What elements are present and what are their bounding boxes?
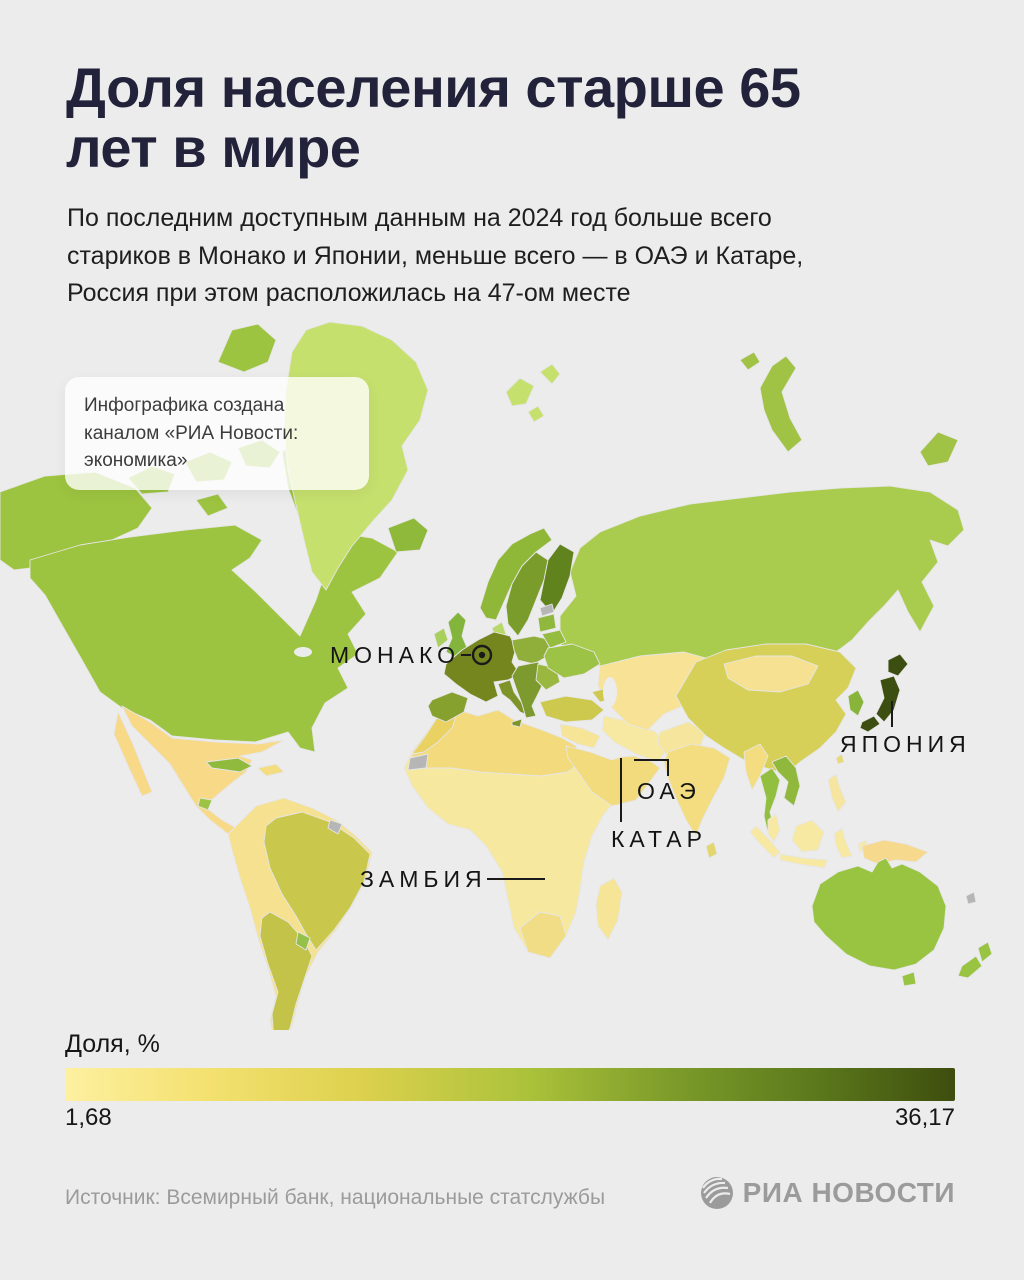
map-callout-uae-line	[634, 759, 669, 776]
map-label-uae: ОАЭ	[637, 778, 701, 804]
legend-title: Доля, %	[65, 1030, 160, 1058]
logo-text: РИА НОВОСТИ	[742, 1177, 955, 1208]
map-region-ireland	[433, 627, 449, 649]
world-map	[0, 321, 993, 1030]
map-seas	[294, 647, 617, 707]
map-region-ukraine	[543, 643, 601, 679]
map-region-taiwan	[835, 753, 845, 765]
map-region-finland	[539, 543, 575, 615]
map-region-sumatra	[749, 825, 781, 859]
map-region-hispaniola	[257, 763, 285, 777]
logo-globe-icon	[700, 1177, 733, 1209]
map-region-baltics	[537, 613, 557, 633]
map-region-sweden	[505, 551, 549, 637]
map-region-borneo	[791, 819, 825, 853]
map-region-arctic-islands	[759, 355, 803, 453]
map-region-australia	[811, 857, 947, 971]
map-region-iberia	[427, 691, 469, 723]
map-region-mongolia	[723, 655, 819, 693]
map-region-svalbard	[505, 363, 561, 423]
map-region-tasmania	[901, 971, 917, 987]
map-region-madagascar	[595, 877, 623, 941]
monaco-target-icon	[471, 644, 493, 666]
map-region-brazil	[263, 811, 371, 951]
map-region-western-sahara	[407, 753, 429, 771]
legend-min-value: 1,68	[65, 1104, 112, 1131]
map-region-costa-rica	[197, 797, 213, 811]
legend-gradient-bar	[65, 1068, 955, 1101]
map-region-cuba	[205, 757, 253, 773]
map-region-arctic-islands2	[739, 351, 959, 467]
map-region-indochina	[771, 755, 801, 807]
map-region-philippines	[827, 773, 847, 813]
map-region-iceland	[387, 517, 429, 553]
source-text: Источник: Всемирный банк, национальные с…	[65, 1186, 606, 1209]
map-region-central-europe	[511, 635, 553, 665]
map-region-french-guiana	[327, 819, 343, 835]
map-region-java	[779, 853, 829, 869]
map-region-belarus	[541, 629, 567, 649]
map-region-new-guinea	[861, 839, 929, 865]
map-label-zambia: ЗАМБИЯ	[360, 866, 487, 892]
ria-novosti-logo: РИА НОВОСТИ	[700, 1176, 955, 1210]
credit-badge: Инфографика создана каналом «РИА Новости…	[65, 377, 369, 490]
monaco-target-dot	[478, 651, 486, 659]
map-region-estonia	[539, 603, 555, 617]
map-label-monaco: МОНАКО	[330, 642, 461, 668]
map-region-baja	[113, 711, 153, 797]
map-region-norway	[479, 527, 553, 621]
map-region-new-zealand	[957, 941, 993, 979]
page-title: Доля населения старше 65 лет в мире	[66, 56, 801, 179]
map-region-korea	[847, 689, 865, 717]
map-region-uruguay	[295, 931, 311, 951]
map-region-india	[663, 743, 731, 837]
legend-max-value: 36,17	[894, 1104, 955, 1131]
map-region-new-caledonia	[965, 891, 977, 905]
map-label-japan: ЯПОНИЯ	[840, 731, 971, 757]
map-region-malaysia	[767, 813, 781, 843]
map-region-levant-iraq	[559, 723, 601, 749]
map-region-turkey	[539, 695, 605, 723]
map-region-mexico-central-america	[121, 705, 285, 835]
map-region-japan	[859, 653, 909, 733]
page-subtitle: По последним доступным данным на 2024 го…	[67, 204, 804, 307]
map-label-qatar: КАТАР	[611, 826, 707, 852]
map-region-sri-lanka	[705, 841, 718, 859]
map-region-south-africa	[519, 911, 567, 959]
